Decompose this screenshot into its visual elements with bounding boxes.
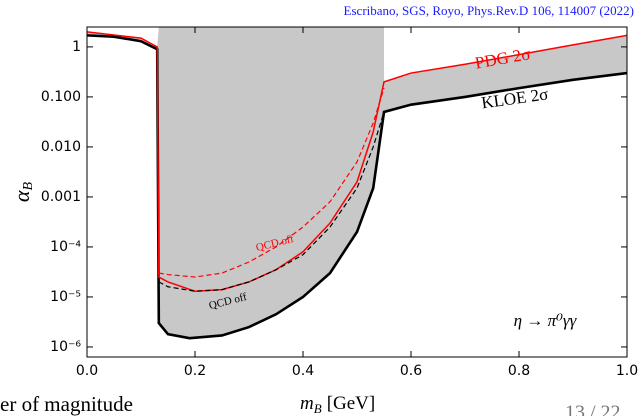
slide-text: er of magnitude (0, 392, 133, 416)
x-tick-label: 1.0 (616, 363, 638, 379)
y-tick-label: 1 (72, 39, 81, 55)
y-tick-label: 10⁻⁴ (50, 239, 81, 255)
y-tick-label: 10⁻⁶ (50, 339, 81, 355)
y-tick-label: 0.001 (41, 189, 81, 205)
page-number: 13 / 22 (565, 402, 621, 416)
series-line (158, 111, 385, 292)
series-line (158, 87, 385, 278)
process-label: η → π⁰γγ (514, 311, 578, 330)
x-label-sub: B (314, 401, 322, 416)
plot-frame (86, 26, 628, 358)
y-tick-label: 10⁻⁵ (50, 289, 81, 305)
x-tick-label: 0.6 (400, 363, 422, 379)
y-label-symbol: α (9, 190, 34, 202)
y-label-sub: B (21, 182, 36, 191)
x-tick-label: 0.2 (184, 363, 206, 379)
y-tick-label: 0.100 (41, 89, 81, 105)
x-tick-label: 0.0 (76, 363, 98, 379)
series-line (87, 31, 627, 293)
citation: Escribano, SGS, Royo, Phys.Rev.D 106, 11… (344, 3, 634, 18)
x-tick-label: 0.4 (292, 363, 314, 379)
y-axis-label: αB (9, 182, 36, 203)
x-label-unit: [GeV] (327, 393, 376, 414)
y-tick-label: 0.010 (41, 139, 81, 155)
x-label-symbol: m (300, 393, 314, 414)
x-axis-label: mB [GeV] (300, 393, 375, 416)
x-tick-label: 0.8 (508, 363, 530, 379)
plot-area (87, 27, 627, 340)
